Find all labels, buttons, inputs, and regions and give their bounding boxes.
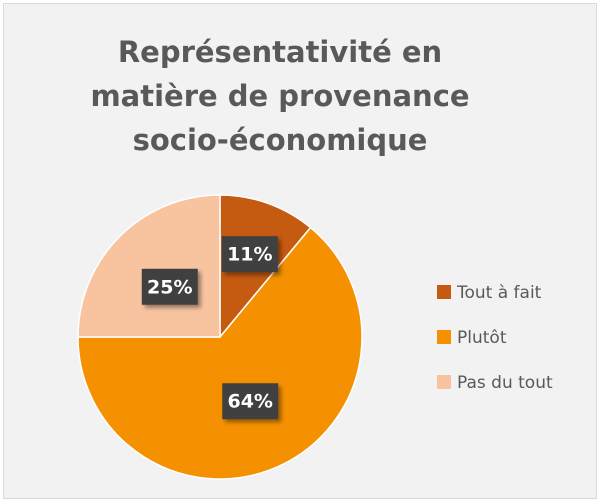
- data-label-box: [221, 236, 278, 273]
- chart-title: Représentativité en matière de provenanc…: [90, 35, 470, 157]
- data-label-box: [141, 268, 198, 305]
- pie-slice: [77, 194, 221, 338]
- legend-swatch: [437, 285, 451, 299]
- legend-label: Tout à fait: [456, 283, 542, 303]
- data-label-box: [222, 383, 279, 420]
- data-label: 64%: [222, 383, 279, 420]
- data-label-text: 25%: [147, 276, 192, 298]
- data-label-text: 64%: [227, 391, 272, 413]
- data-label: 25%: [141, 268, 198, 305]
- legend-swatch: [437, 375, 451, 389]
- pie-slice: [77, 226, 363, 480]
- legend-swatch: [437, 330, 451, 344]
- legend-label: Pas du tout: [457, 373, 553, 393]
- data-label: 11%: [221, 236, 278, 273]
- legend-label: Plutôt: [457, 328, 507, 348]
- data-label-text: 11%: [227, 244, 272, 266]
